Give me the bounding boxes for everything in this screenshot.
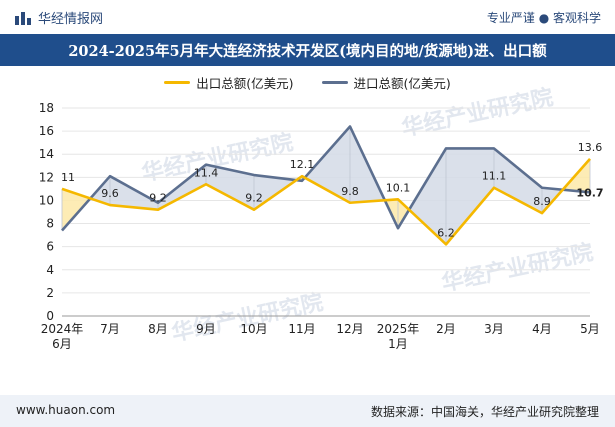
y-tick-label: 14 [39,147,54,161]
x-tick-label: 7月 [100,322,120,336]
x-tick-label: 12月 [336,322,363,336]
x-tick-label: 10月 [240,322,267,336]
data-label: 9.2 [245,192,263,205]
export-series-line [61,157,591,246]
line-chart: 0 2 4 6 8 10 12 14 16 18 11 9.6 9.2 11.4 9.2 12.1 9.8 10.… [39,101,604,351]
y-tick-label: 0 [46,309,54,323]
footer-url[interactable]: www.huaon.com [16,403,116,417]
x-tick-label: 2025年 1月 [377,322,420,351]
footer: www.huaon.com 数据来源：中国海关，华经产业研究院整理 [0,395,615,427]
data-label: 6.2 [437,226,455,239]
gap-fill-segment [206,164,254,210]
legend-item-export: 出口总额(亿美元) [164,72,294,92]
y-tick-label: 6 [46,240,54,254]
data-label: 9.8 [341,185,359,198]
data-label: 13.6 [578,141,603,154]
x-tick-label: 11月 [288,322,315,336]
gap-fill-segment [158,164,206,210]
data-label-import-last: 10.7 [576,186,603,199]
x-tick-label: 2月 [436,322,456,336]
gap-fill-segment [446,148,494,245]
gap-fill-segment [62,188,91,231]
x-tick-label: 8月 [148,322,168,336]
y-tick-label: 18 [39,101,54,115]
brand[interactable]: 华经情报网 [14,8,103,27]
data-label: 11.4 [194,166,219,179]
brand-name: 华经情报网 [38,12,104,27]
y-tick-label: 10 [39,193,54,207]
data-label: 11.1 [482,170,507,183]
y-tick-label: 8 [46,217,54,231]
data-label: 9.2 [149,192,167,205]
data-label: 9.6 [101,187,119,200]
chart-title: 2024-2025年5月年大连经济技术开发区(境内目的地/货源地)进、出口额 [0,34,615,66]
x-tick-label: 9月 [196,322,216,336]
legend-item-import: 进口总额(亿美元) [321,72,451,92]
gap-fill-segment [110,176,158,210]
y-tick-label: 4 [46,263,54,277]
legend-label-export: 出口总额(亿美元) [196,75,294,91]
x-tick-label: 4月 [532,322,552,336]
top-bar: 华经情报网 专业严谨 ● 客观科学 [0,0,615,34]
gap-fill-segment [409,148,446,245]
legend-swatch-import [321,80,348,84]
chart-legend: 出口总额(亿美元) 进口总额(亿美元) [0,72,615,92]
legend-swatch-export [164,80,191,84]
legend-label-import: 进口总额(亿美元) [353,75,451,91]
gap-fill-segment [398,199,410,229]
gap-fill-segment [494,148,542,214]
footer-source: 数据来源：中国海关，华经产业研究院整理 [370,405,599,419]
data-label: 12.1 [290,158,315,171]
data-label: 8.9 [533,195,551,208]
data-label: 10.1 [386,181,411,194]
x-tick-label: 5月 [580,322,600,336]
y-tick-label: 2 [46,286,54,300]
import-series-line [61,125,591,232]
data-label: 11 [61,171,75,184]
x-tick-label: 3月 [484,322,504,336]
y-tick-label: 16 [39,124,54,138]
y-tick-label: 12 [39,170,54,184]
x-tick-label: 2024年 6月 [41,322,84,351]
brand-logo-icon [15,11,31,25]
slogan: 专业严谨 ● 客观科学 [486,11,601,25]
